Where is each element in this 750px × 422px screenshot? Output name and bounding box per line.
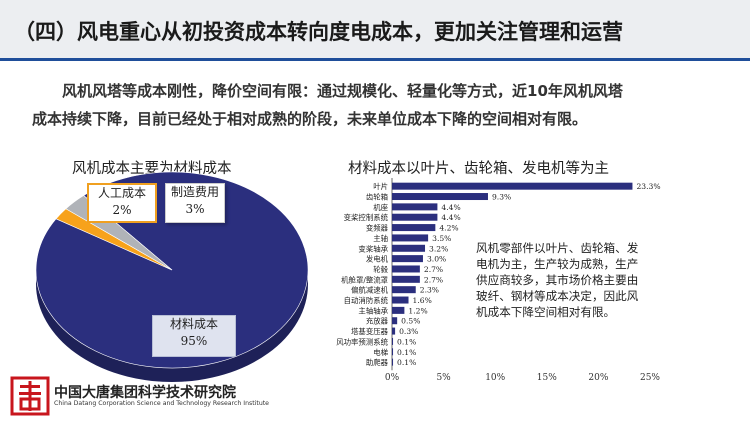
bar-4 <box>392 224 436 232</box>
bar-9 <box>392 275 420 283</box>
pie-label-manufacturing-value: 3% <box>185 202 205 216</box>
org-name-cn: 中国大唐集团科学技术研究院 <box>54 385 236 401</box>
bar-3 <box>392 213 438 221</box>
title-divider <box>0 58 750 61</box>
bar-5 <box>392 234 429 242</box>
bar-category-label: 机座 <box>373 203 388 212</box>
bar-2 <box>392 203 438 211</box>
bar-category-label: 风功率预测系统 <box>336 337 388 346</box>
datang-logo-icon <box>10 376 50 416</box>
bar-category-label: 电梯 <box>373 348 388 357</box>
bar-category-label: 自动消防系统 <box>344 296 389 305</box>
bar-value-label: 1.2% <box>408 306 427 315</box>
bar-7 <box>392 255 423 263</box>
pie-label-material-value: 95% <box>180 334 208 348</box>
bar-category-label: 助爬器 <box>366 358 389 367</box>
bar-category-label: 塔基变压器 <box>351 327 389 336</box>
bar-category-label: 偏航减速机 <box>351 286 389 295</box>
bar-category-label: 变桨轴承 <box>358 244 388 253</box>
bar-13 <box>392 317 398 325</box>
intro-line-2: 成本持续下降，目前已经处于相对成熟的阶段，未来单位成本下降的空间相对有限。 <box>32 110 588 128</box>
bar-category-label: 发电机 <box>366 255 389 264</box>
bar-value-label: 2.3% <box>420 286 439 295</box>
bar-value-label: 0.5% <box>401 317 420 326</box>
bar-category-label: 充放器 <box>366 317 389 326</box>
bar-8 <box>392 265 420 273</box>
pie-label-material: 材料成本 95% <box>152 315 236 357</box>
bar-x-tick-label: 0% <box>385 373 400 383</box>
pie-label-manufacturing: 制造费用 3% <box>165 183 225 223</box>
bar-11 <box>392 296 409 304</box>
bar-6 <box>392 244 426 252</box>
bar-value-label: 0.3% <box>399 327 418 336</box>
bar-category-label: 变桨控制系统 <box>344 213 389 222</box>
bar-value-label: 4.2% <box>439 224 458 233</box>
bar-value-label: 0.1% <box>397 358 416 367</box>
bar-value-label: 4.4% <box>441 213 460 222</box>
bar-category-label: 机舱罩/整流罩 <box>341 275 388 284</box>
pie-label-labor-name: 人工成本 <box>97 186 146 200</box>
bar-10 <box>392 286 416 294</box>
bar-chart-title: 材料成本以叶片、齿轮箱、发电机等为主 <box>348 161 609 177</box>
bar-x-tick-label: 20% <box>588 373 608 383</box>
bar-category-label: 叶片 <box>373 182 388 191</box>
bar-category-label: 主轴轴承 <box>358 306 388 315</box>
bar-value-label: 0.1% <box>397 337 416 346</box>
bar-x-tick-label: 10% <box>485 373 505 383</box>
bar-category-label: 齿轮箱 <box>366 193 388 202</box>
bar-12 <box>392 306 405 314</box>
bar-14 <box>392 327 396 335</box>
title-bar: （四）风电重心从初投资成本转向度电成本，更加关注管理和运营 <box>0 0 750 58</box>
pie-label-material-name: 材料成本 <box>169 317 218 331</box>
bar-value-label: 2.7% <box>424 275 443 284</box>
bar-0 <box>392 182 633 190</box>
bar-chart-note: 风机零部件以叶片、齿轮箱、发电机为主，生产较为成熟，生产供应商较多，其市场价格主… <box>476 240 648 320</box>
bar-value-label: 3.5% <box>432 234 451 243</box>
bar-value-label: 9.3% <box>492 193 511 202</box>
bar-category-label: 轮毂 <box>373 265 388 274</box>
intro-line-1: 风机风塔等成本刚性，降价空间有限：通过规模化、轻量化等方式，近10年风机风塔 <box>62 82 623 100</box>
bar-category-label: 主轴 <box>373 234 388 243</box>
bar-x-tick-label: 15% <box>537 373 557 383</box>
org-name-en: China Datang Corporation Science and Tec… <box>54 400 269 407</box>
bar-1 <box>392 193 488 201</box>
bar-15 <box>392 337 394 345</box>
bar-value-label: 23.3% <box>636 182 660 191</box>
bar-value-label: 4.4% <box>441 203 460 212</box>
bar-value-label: 0.1% <box>397 348 416 357</box>
bar-value-label: 3.2% <box>429 244 448 253</box>
pie-label-labor-value: 2% <box>112 203 132 217</box>
bar-value-label: 3.0% <box>427 255 446 264</box>
bar-value-label: 2.7% <box>424 265 443 274</box>
bar-x-tick-label: 25% <box>640 373 660 383</box>
bar-16 <box>392 348 394 356</box>
pie-label-manufacturing-name: 制造费用 <box>170 185 219 199</box>
bar-x-tick-label: 5% <box>436 373 451 383</box>
bar-category-label: 变频器 <box>366 224 389 233</box>
pie-label-labor: 人工成本 2% <box>87 183 157 223</box>
page-title: （四）风电重心从初投资成本转向度电成本，更加关注管理和运营 <box>14 20 623 44</box>
bar-value-label: 1.6% <box>413 296 432 305</box>
bar-17 <box>392 358 394 366</box>
